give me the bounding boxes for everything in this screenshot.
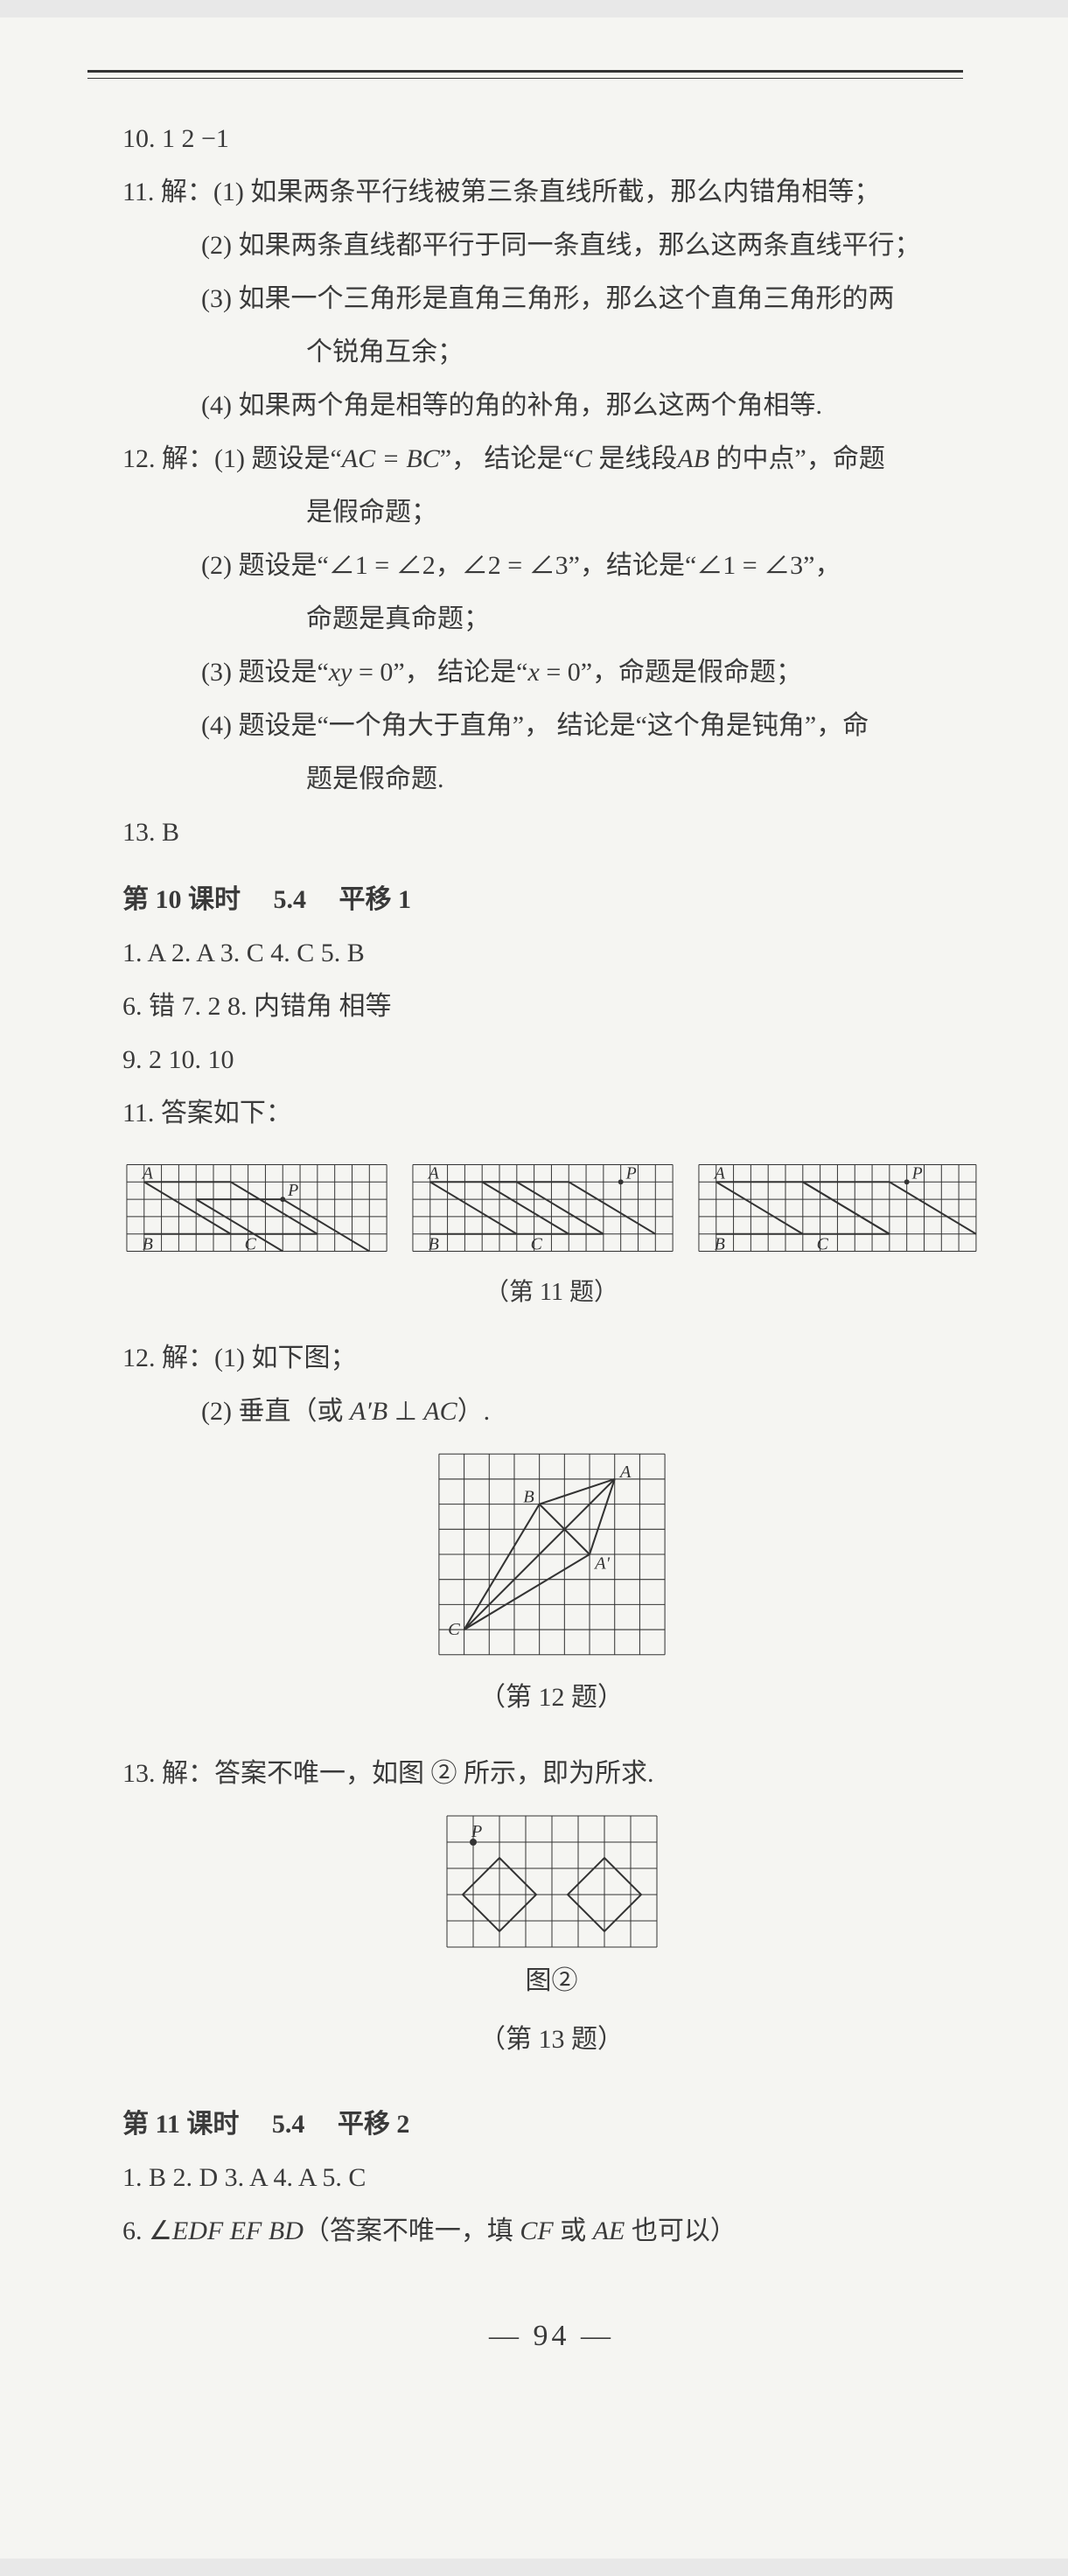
math-xy: xy [329,658,353,687]
lesson-label: 第 10 课时 [122,885,241,914]
svg-text:B: B [715,1235,725,1254]
answer-11-2: (2) 如果两条直线都平行于同一条直线，那么这两条直线平行； [122,220,981,270]
section-number: 5.4 [274,885,307,914]
page: 10. 1 2 −1 11. 解：(1) 如果两条平行线被第三条直线所截，那么内… [0,17,1068,2559]
spacer [262,2216,269,2245]
svg-text:A: A [618,1463,631,1482]
section-number: 5.4 [272,2110,305,2139]
top-rule [87,70,963,79]
answer-12-2a: (2) 题设是“∠1 = ∠2，∠2 = ∠3”，结论是“∠1 = ∠3”， [122,541,981,590]
text: (3) 题设是“ [201,658,329,687]
figure-13-caption: （第 13 题） [479,2014,624,2064]
s10-answers-9-10: 9. 2 10. 10 [122,1035,981,1085]
svg-text:B: B [523,1488,534,1507]
math-ef: EF [230,2216,262,2245]
s11-answer-6: 6. ∠EDF EF BD（答案不唯一，填 CF 或 AE 也可以） [122,2206,981,2256]
svg-text:P: P [911,1163,923,1183]
answer-12-2b: 命题是真命题； [122,594,981,644]
perp-symbol: ⊥ [387,1397,423,1426]
figure-11c: A B C P [695,1155,981,1260]
text: 的中点”，命题 [709,444,885,473]
answer-12-3: (3) 题设是“xy = 0”， 结论是“x = 0”，命题是假命题； [122,647,981,697]
figure-13-label: 图② [526,1956,578,2006]
answer-11-3b: 个锐角互余； [122,327,981,377]
figure-13-block: P 图② （第 13 题） [122,1807,981,2082]
figure-11b: A B C P [408,1155,677,1260]
svg-text:A: A [141,1163,154,1183]
text: 是线段 [592,444,678,473]
svg-text:A': A' [593,1554,611,1574]
section-name: 平移 2 [338,2110,410,2139]
svg-text:C: C [817,1235,829,1254]
math-cf: CF [520,2216,553,2245]
figure-11-row: A B C P A B C P A B C P [122,1155,981,1260]
text: 6. ∠ [122,2216,172,2245]
svg-text:P: P [287,1181,298,1200]
figure-12-caption: （第 12 题） [479,1672,624,1722]
section-11-title: 第 11 课时 5.4 平移 2 [122,2099,981,2149]
figure-11a: A B C P [122,1155,391,1260]
svg-text:A: A [713,1163,726,1183]
svg-text:B: B [143,1235,153,1254]
figure-12-block: A B A' C （第 12 题） [122,1445,981,1740]
s10-answer-11-intro: 11. 答案如下： [122,1088,981,1138]
text: ）. [457,1397,491,1426]
answer-12-1a: 12. 解：(1) 题设是“AC = BC”， 结论是“C 是线段AB 的中点”… [122,434,981,484]
svg-text:A: A [427,1163,440,1183]
text: ”， 结论是“ [440,444,575,473]
svg-text:C: C [245,1235,257,1254]
math-edf: EDF [172,2216,223,2245]
math-ab: AB [677,444,709,473]
page-number: — 94 — [122,2308,981,2365]
text: 或 [554,2216,593,2245]
answer-12-4a: (4) 题设是“一个角大于直角”， 结论是“这个角是钝角”，命 [122,701,981,750]
svg-text:B: B [429,1235,439,1254]
answer-11-3a: (3) 如果一个三角形是直角三角形，那么这个直角三角形的两 [122,274,981,324]
figure-11-caption: （第 11 题） [122,1269,981,1316]
figure-13: P [438,1807,666,1956]
text: (2) 垂直（或 [201,1397,350,1426]
s10-answers-1-5: 1. A 2. A 3. C 4. C 5. B [122,928,981,978]
answer-11-4: (4) 如果两个角是相等的角的补角，那么这两个角相等. [122,380,981,430]
text: = 0”，命题是假命题； [540,658,802,687]
text: （答案不唯一，填 [304,2216,520,2245]
answer-10: 10. 1 2 −1 [122,114,981,164]
s10-answer-12-2: (2) 垂直（或 A′B ⊥ AC）. [122,1386,981,1436]
section-name: 平移 1 [339,885,412,914]
s10-answers-6-8: 6. 错 7. 2 8. 内错角 相等 [122,981,981,1031]
svg-text:C: C [448,1620,460,1639]
math-bd: BD [269,2216,304,2245]
answer-13: 13. B [122,807,981,857]
svg-text:C: C [531,1235,543,1254]
math-x: x [528,658,540,687]
lesson-label: 第 11 课时 [122,2110,239,2139]
text: 也可以） [625,2216,736,2245]
answer-12-1b: 是假命题； [122,487,981,537]
text: = 0”， 结论是“ [352,658,527,687]
math-ac: AC [423,1397,457,1426]
answer-12-4b: 题是假命题. [122,754,981,804]
figure-12: A B A' C [429,1445,674,1664]
svg-text:P: P [471,1822,482,1841]
math-ae: AE [593,2216,625,2245]
math-a-prime-b: A′B [350,1397,387,1426]
s11-answers-1-5: 1. B 2. D 3. A 4. A 5. C [122,2153,981,2203]
s10-answer-13: 13. 解：答案不唯一，如图 ② 所示，即为所求. [122,1749,981,1798]
math-c: C [575,444,592,473]
svg-text:P: P [625,1163,637,1183]
text: 12. 解：(1) 题设是“ [122,444,342,473]
section-10-title: 第 10 课时 5.4 平移 1 [122,875,981,925]
answer-11-1: 11. 解：(1) 如果两条平行线被第三条直线所截，那么内错角相等； [122,167,981,217]
spacer [223,2216,230,2245]
s10-answer-12-1: 12. 解：(1) 如下图； [122,1333,981,1383]
math-ac-eq-bc: AC = BC [342,444,440,473]
